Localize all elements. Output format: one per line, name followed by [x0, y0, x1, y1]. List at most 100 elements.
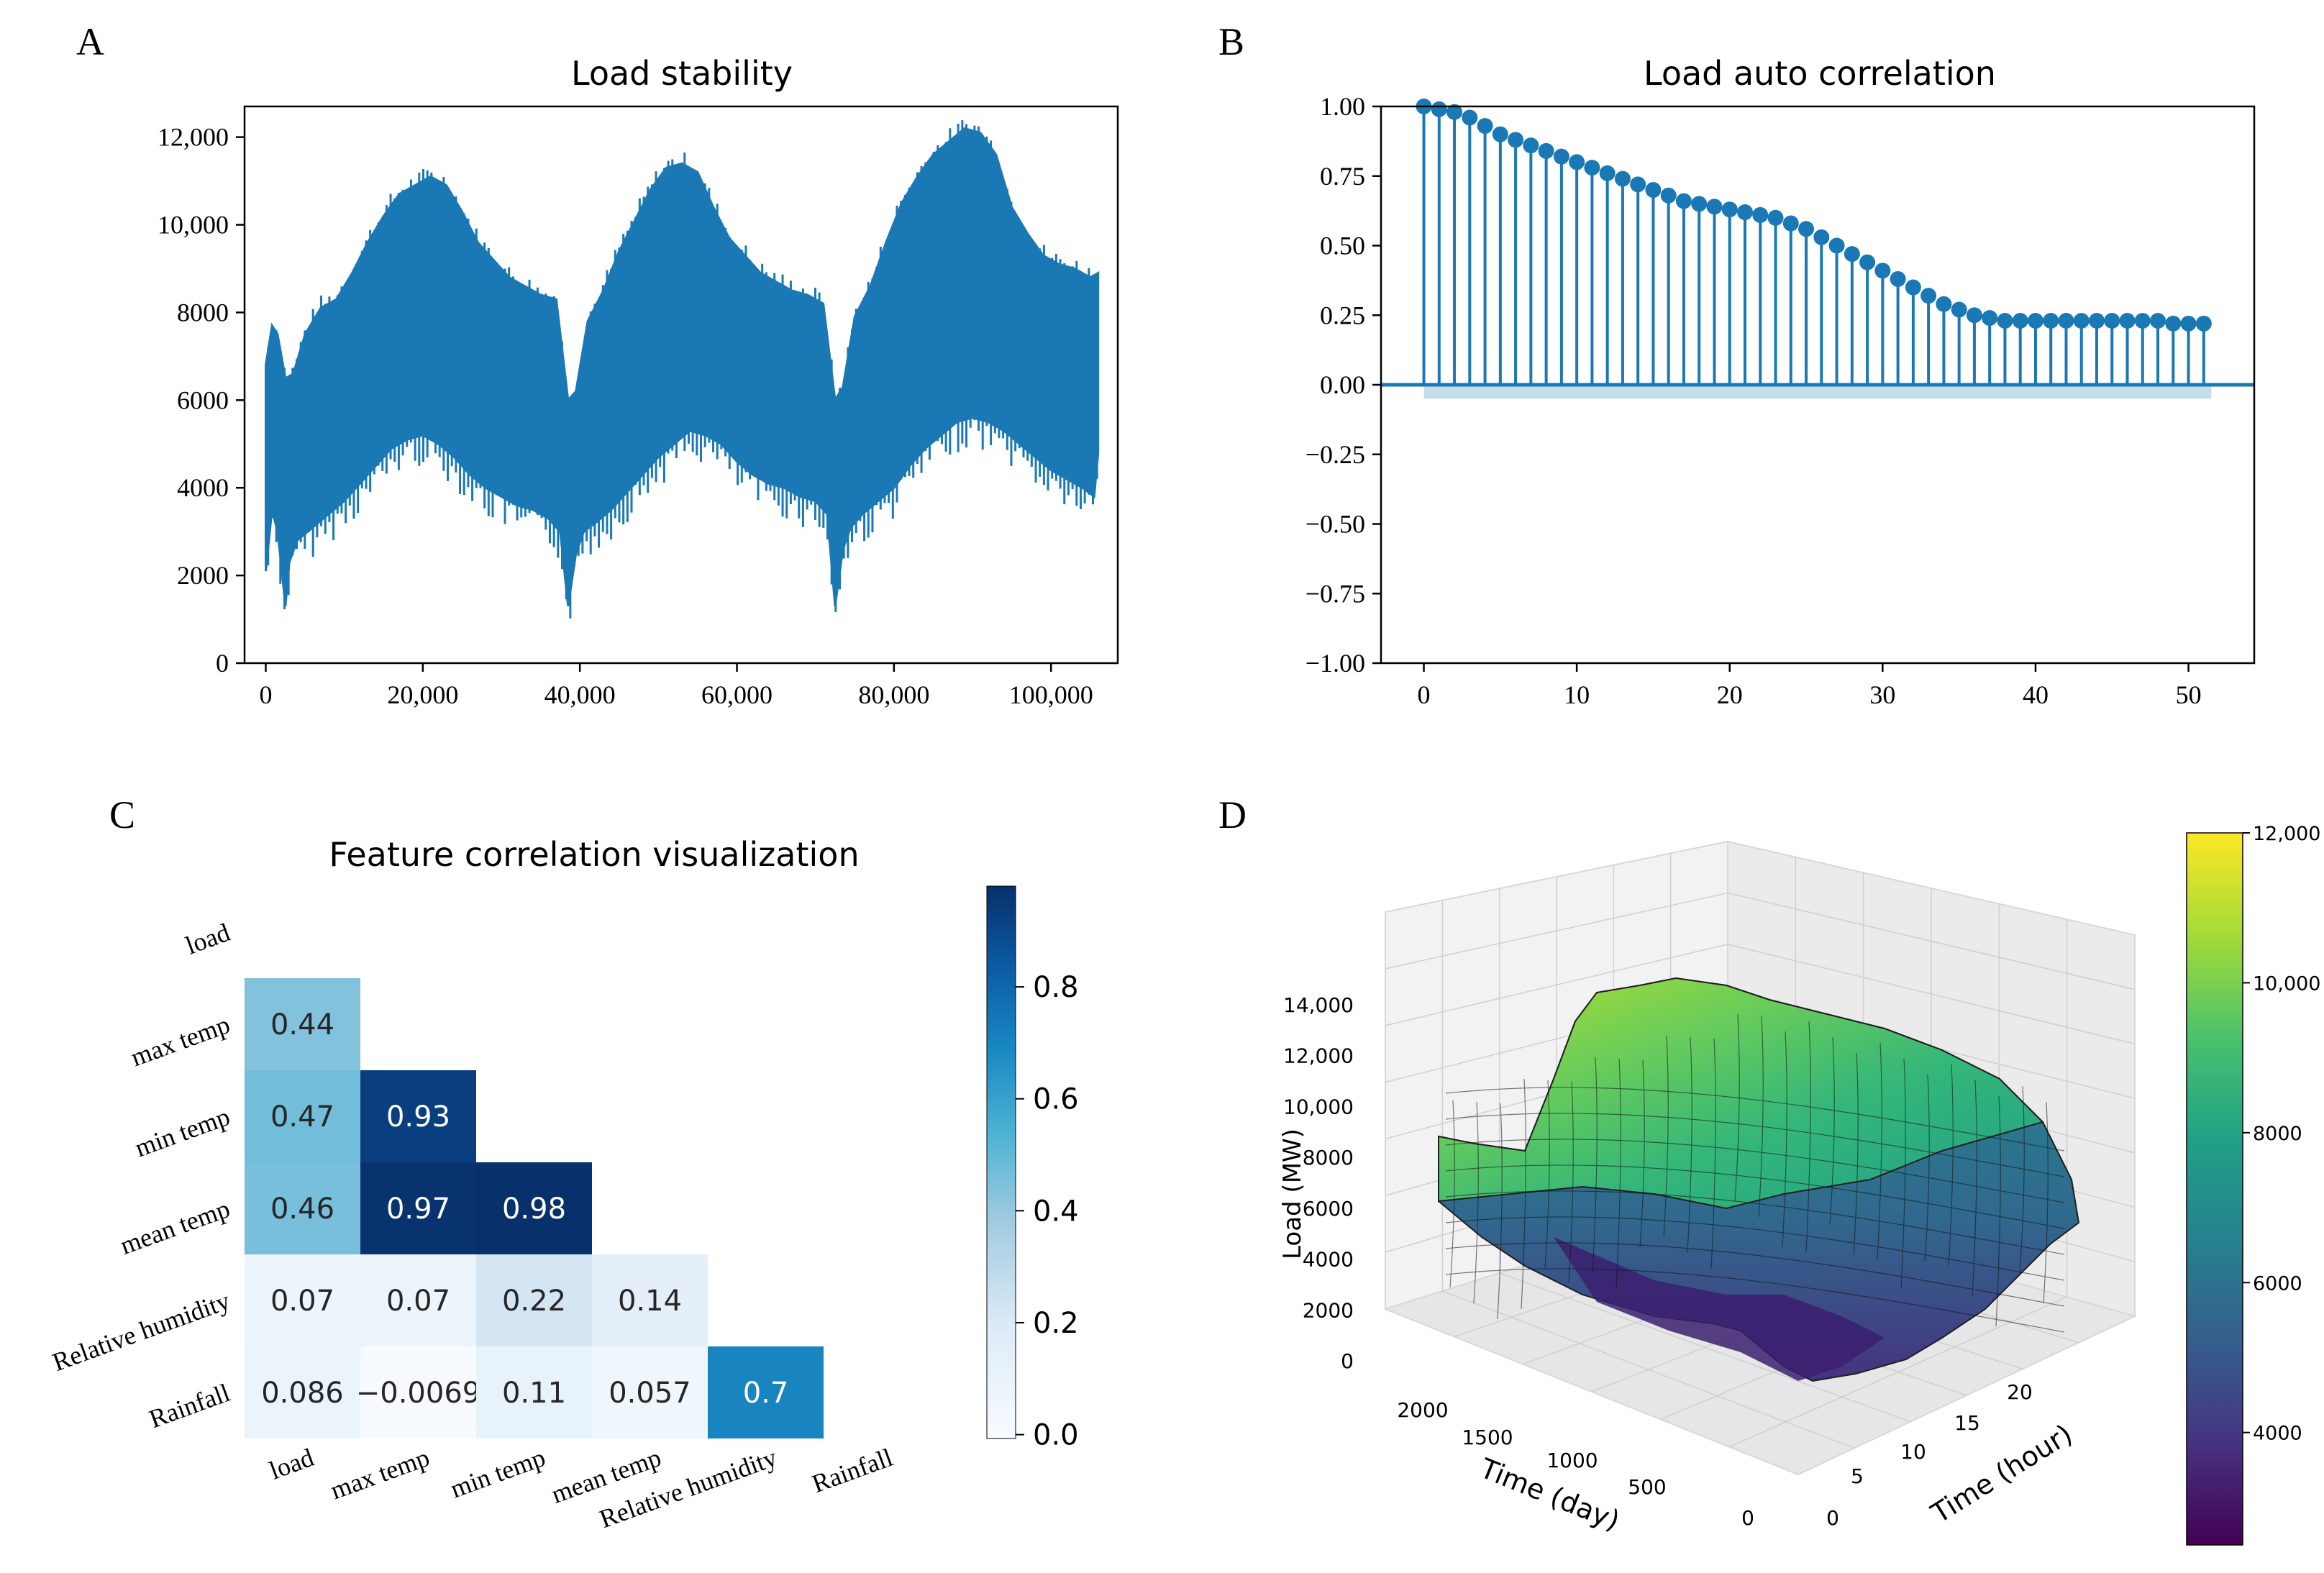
heatmap-cell — [360, 1346, 476, 1439]
z-tick-label: 4000 — [1303, 1248, 1354, 1272]
x-tick-label: 1000 — [1546, 1449, 1598, 1472]
acf-marker — [2180, 315, 2197, 332]
heatmap-colorbar-frame — [986, 885, 1016, 1439]
x-tick-label: 0 — [259, 680, 272, 709]
heatmap-colorbar-ticks: 0.0 0.2 0.4 0.6 0.8 — [1016, 971, 1079, 1452]
heatmap-row-label: Relative humidity — [49, 1286, 234, 1377]
panel-a-load-stability: Load stability 0 2000 4000 6000 8000 10,000 12… — [158, 54, 1119, 709]
surface-mesh — [1445, 1013, 2065, 1333]
acf-marker — [2027, 312, 2043, 329]
heatmap-cell-value: 0.46 — [270, 1193, 334, 1226]
mesh-line — [1445, 1164, 2065, 1229]
acf-marker — [1844, 246, 1860, 263]
acf-marker — [1767, 209, 1784, 226]
heatmap-cell — [476, 1254, 592, 1346]
y-tick-label: 2000 — [177, 561, 229, 590]
x-tick-label: 50 — [2176, 680, 2202, 709]
heatmap-cell — [476, 1346, 592, 1439]
y-tick-label: 0 — [1826, 1506, 1839, 1530]
heatmap-row-label: min temp — [131, 1102, 233, 1162]
y-axis-ticks: 05 10 15 20 — [1826, 1380, 2033, 1530]
mesh-line — [1829, 1036, 1835, 1225]
x-tick-label: 20,000 — [387, 680, 458, 709]
acf-marker — [2089, 312, 2105, 329]
colorbar-tick-label: 0.8 — [1033, 971, 1079, 1004]
acf-marker — [2195, 315, 2212, 332]
heatmap-row-label: max temp — [127, 1010, 234, 1072]
mesh-line — [1782, 1031, 1787, 1248]
acf-marker — [1920, 288, 1937, 304]
heatmap-cell-value: 0.98 — [502, 1193, 566, 1226]
chart-a-title: Load stability — [571, 54, 793, 93]
surface-colorbar-frame — [2186, 832, 2243, 1546]
mesh-line — [1639, 1059, 1645, 1248]
x-tick-label: 0 — [1418, 680, 1431, 709]
heatmap-cell-value: 0.11 — [502, 1377, 566, 1410]
acf-marker — [2073, 312, 2090, 329]
acf-marker — [1446, 104, 1463, 120]
mesh-line — [1758, 1015, 1764, 1218]
heatmap-cell-value: 0.086 — [261, 1377, 344, 1410]
acf-marker — [1905, 279, 1921, 296]
acf-marker — [1828, 237, 1845, 254]
x-tick-label: 2000 — [1397, 1398, 1448, 1422]
surface-colorbar — [2187, 833, 2243, 1545]
acf-marker — [1675, 193, 1692, 209]
acf-marker — [1798, 221, 1815, 237]
z-tick-label: 10,000 — [1283, 1095, 1354, 1118]
y-tick-label: 0.50 — [1320, 232, 1365, 260]
surface-colorbar-ticks: 4000 6000 8000 10,000 12,000 — [2243, 823, 2320, 1445]
x-tick-label: 60,000 — [701, 680, 773, 709]
chart-c-title: Feature correlation visualization — [329, 835, 859, 874]
acf-marker — [1752, 206, 1769, 223]
acf-marker — [1721, 201, 1738, 218]
colorbar-tick-label: 0.0 — [1033, 1419, 1079, 1452]
heatmap-cell — [708, 1346, 824, 1439]
acf-marker — [1691, 196, 1708, 212]
acf-marker — [1966, 307, 1982, 324]
heatmap-cell — [476, 1162, 592, 1254]
y-tick-label: 0.25 — [1320, 301, 1365, 329]
heatmap-cell-value: 0.14 — [618, 1285, 682, 1318]
y-tick-label: 15 — [1954, 1411, 1980, 1435]
mesh-line — [1900, 1058, 1906, 1290]
mesh-line — [1687, 1036, 1692, 1254]
heatmap-cells: 0.44 0.47 0.93 0.46 0.97 0.98 0.07 0.07 0.22 0.14… — [245, 978, 824, 1439]
chart-a-x-axis: 0 20,000 40,000 60,000 80,000 100,000 — [259, 663, 1093, 709]
panel-c-feature-correlation: Feature correlation visualization 0.440.… — [49, 835, 1079, 1533]
y-tick-label: 10,000 — [158, 211, 229, 240]
z-tick-label: 6000 — [1303, 1197, 1354, 1221]
mesh-line — [1473, 1101, 1479, 1304]
mesh-line — [1877, 1042, 1882, 1259]
y-tick-label: 12,000 — [158, 123, 229, 152]
acf-marker — [1508, 132, 1524, 148]
chart-b-x-axis: 0 10 20 30 40 50 — [1418, 663, 2202, 709]
acf-marker — [1813, 229, 1830, 245]
heatmap-column-label: min temp — [447, 1443, 549, 1503]
chart-b-frame — [1380, 105, 2256, 665]
x-axis-ticks: 0 500 1000 1500 2000 — [1397, 1398, 1754, 1530]
acf-marker — [1523, 137, 1539, 154]
heatmap-cell — [360, 1254, 476, 1346]
acf-marker — [1538, 142, 1554, 159]
confidence-band — [1423, 385, 2212, 399]
heatmap-row-label: Rainfall — [145, 1378, 234, 1433]
panel-b-autocorrelation: Load auto correlation 1.00 0.75 0.50 0.25 0.… — [1305, 54, 2256, 709]
panel-label-b: B — [1218, 20, 1244, 63]
mesh-line — [1568, 1081, 1574, 1284]
load-series-spikes — [267, 120, 1098, 619]
z-axis-ticks: 0 2000 4000 6000 8000 10,000 12,000 14,000 — [1283, 993, 1354, 1373]
z-tick-label: 0 — [1341, 1349, 1354, 1373]
colorbar-tick-label: 8000 — [2253, 1123, 2302, 1145]
mesh-line — [1853, 1052, 1859, 1255]
acf-marker — [1982, 310, 1998, 327]
heatmap-cell-value: 0.47 — [270, 1100, 334, 1134]
chart-b-y-axis: 1.00 0.75 0.50 0.25 0.00 −0.25 −0.50 −0.75 −1.00 — [1305, 92, 1381, 678]
x-tick-label: 20 — [1717, 680, 1743, 709]
acf-marker — [1569, 154, 1585, 170]
acf-marker — [1614, 170, 1631, 187]
colorbar-tick-label: 0.4 — [1033, 1195, 1079, 1228]
